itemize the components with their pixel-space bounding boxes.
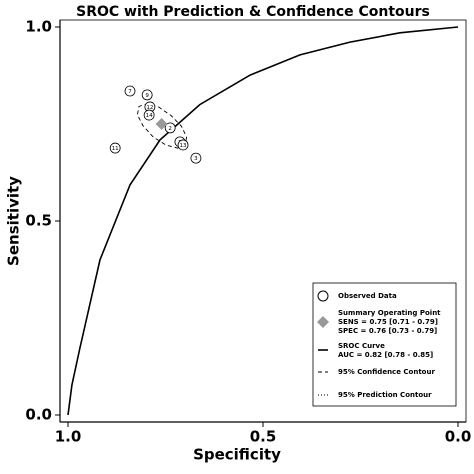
point-label: 14	[146, 113, 153, 119]
y-axis-label: Sensitivity	[5, 176, 23, 266]
confidence-contour	[136, 103, 188, 149]
point-label: 12	[146, 105, 153, 111]
legend-label: 95% Confidence Contour	[338, 368, 435, 376]
legend-label: SPEC = 0.76 [0.73 - 0.79]	[338, 327, 437, 335]
legend-label: SENS = 0.75 [0.71 - 0.79]	[338, 318, 438, 326]
legend-label: Summary Operating Point	[338, 309, 441, 317]
summary-point	[155, 118, 168, 130]
x-axis-label: Specificity	[193, 446, 281, 464]
legend-label: Observed Data	[338, 292, 397, 300]
point-label: 7	[128, 89, 132, 95]
observed-point	[177, 139, 189, 151]
legend-symbol	[317, 290, 329, 302]
point-label: 9	[145, 93, 149, 99]
observed-point	[109, 142, 121, 154]
observed-point	[143, 109, 155, 121]
observed-point	[164, 122, 176, 134]
legend-box	[312, 282, 457, 407]
y-tick-label: 1.0	[25, 18, 52, 36]
observed-point	[190, 152, 202, 164]
legend-label: 95% Prediction Contour	[338, 391, 432, 399]
x-tick-label: 1.0	[55, 428, 82, 446]
point-label: 2	[168, 126, 172, 132]
observed-point	[124, 85, 136, 97]
sroc-curve	[67, 26, 459, 416]
x-tick-label: 0.5	[250, 428, 277, 446]
point-label: 13	[180, 143, 187, 149]
point-label: 3	[194, 156, 198, 162]
legend-symbol	[317, 316, 329, 328]
y-tick-label: 0.5	[25, 212, 52, 230]
legend-label: AUC = 0.82 [0.78 - 0.85]	[338, 351, 433, 359]
point-label: 11	[112, 146, 119, 152]
observed-point	[141, 89, 153, 101]
chart-title: SROC with Prediction & Confidence Contou…	[76, 4, 430, 20]
x-tick-label: 0.0	[445, 428, 472, 446]
legend-label: SROC Curve	[338, 342, 385, 350]
y-tick-label: 0.0	[25, 406, 52, 424]
